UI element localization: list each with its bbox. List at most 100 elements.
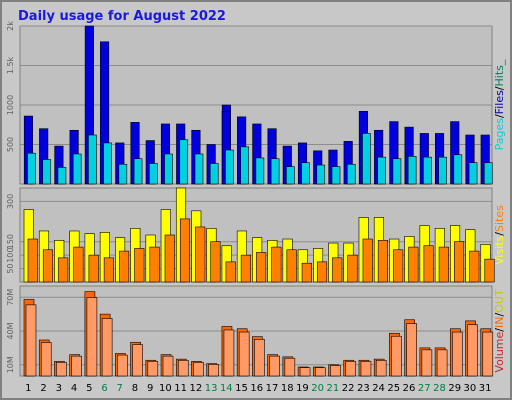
volume-legend-part: / [493, 328, 506, 332]
visits-legend-part: / [493, 232, 506, 236]
pages-bar-day-15 [240, 146, 249, 185]
pages-bar-day-2 [42, 159, 52, 185]
sites-bar-day-16 [256, 252, 267, 283]
day-label-3: 3 [56, 383, 62, 394]
sites-bar-day-2 [42, 249, 54, 283]
sites-bar-day-18 [286, 249, 297, 283]
sites-bar-day-4 [73, 246, 84, 283]
chart-title: Daily usage for August 2022 [18, 9, 226, 24]
hits-tick-label: 2k [6, 21, 15, 31]
pages-bar-day-17 [270, 158, 280, 185]
pages-bar-day-22 [346, 163, 356, 185]
pages-bar-day-12 [194, 153, 204, 185]
volume-bar-day-13 [208, 364, 220, 377]
day-label-22: 22 [342, 383, 355, 394]
sites-bar-day-3 [58, 257, 69, 283]
volume-legend-part: IN [493, 317, 506, 328]
volume-legend-label: Volume/IN/OUT [493, 289, 506, 373]
sites-bar-day-29 [454, 241, 465, 283]
day-label-12: 12 [189, 383, 202, 394]
pages-bar-day-26 [407, 156, 417, 185]
sites-bar-day-10 [164, 234, 175, 283]
pages-bar-day-11 [179, 139, 189, 185]
pages-bar-day-21 [331, 166, 341, 185]
pages-bar-day-16 [255, 157, 265, 185]
pages-bar-day-20 [316, 164, 326, 185]
volume-bar-day-3 [56, 362, 67, 377]
volume-bar-day-20 [314, 367, 326, 377]
sites-bar-day-31 [484, 258, 495, 283]
day-label-28: 28 [433, 383, 446, 394]
hits-legend-part: / [493, 114, 506, 118]
day-label-19: 19 [296, 383, 309, 394]
volume-bar-day-14 [223, 329, 235, 377]
day-label-23: 23 [357, 383, 370, 394]
day-label-31: 31 [479, 383, 492, 394]
pages-bar-day-13 [209, 163, 219, 185]
hits-legend-part: / [493, 86, 506, 90]
day-label-9: 9 [147, 383, 153, 394]
volume-panel: 10M 40M 70M [6, 285, 494, 377]
hits-legend-part: Hits_ [493, 59, 506, 86]
sites-bar-day-9 [149, 246, 160, 283]
volume-bar-day-5 [86, 297, 98, 377]
volume-bar-day-8 [132, 344, 143, 377]
volume-legend-part: OUT [493, 289, 506, 313]
pages-bar-day-7 [118, 163, 128, 185]
hits-tick-label: 1.5k [6, 56, 15, 74]
pages-bar-day-9 [149, 163, 158, 185]
visits-tick-label: 100 [6, 247, 15, 262]
day-label-2: 2 [40, 383, 46, 394]
pages-bar-day-10 [164, 153, 173, 185]
volume-bar-day-21 [330, 365, 341, 377]
volume-bar-day-16 [254, 339, 265, 377]
visits-tick-label: 150 [6, 234, 15, 249]
volume-bar-day-27 [421, 349, 433, 377]
day-label-4: 4 [71, 383, 77, 394]
volume-bar-day-25 [391, 335, 402, 377]
day-label-10: 10 [159, 383, 172, 394]
visits-tick-label: 50 [6, 263, 15, 273]
day-label-30: 30 [464, 383, 477, 394]
volume-bar-day-15 [238, 331, 250, 377]
sites-bar-day-26 [408, 246, 419, 283]
pages-bar-day-19 [301, 162, 310, 185]
volume-tick-label: 10M [6, 356, 15, 373]
day-label-24: 24 [372, 383, 385, 394]
sites-bar-day-14 [225, 261, 236, 283]
volume-bar-day-23 [360, 361, 372, 377]
sites-bar-day-22 [347, 254, 358, 283]
volume-bar-day-24 [375, 360, 387, 377]
volume-bar-day-9 [147, 361, 159, 377]
volume-bar-day-30 [467, 324, 478, 377]
day-label-26: 26 [403, 383, 416, 394]
sites-bar-day-19 [301, 262, 312, 283]
sites-bar-day-28 [438, 246, 449, 283]
sites-bar-day-13 [210, 241, 221, 283]
volume-bar-day-10 [162, 355, 174, 377]
day-label-13: 13 [205, 383, 218, 394]
visits-tick-label: 300 [6, 194, 15, 209]
sites-bar-day-15 [240, 254, 251, 283]
visits-legend-part: Sites [493, 205, 506, 232]
volume-bar-day-18 [284, 357, 296, 377]
volume-bar-day-29 [452, 331, 463, 377]
volume-bar-day-17 [269, 355, 280, 377]
pages-bar-day-14 [225, 149, 234, 185]
volume-bar-day-6 [101, 318, 113, 377]
sites-bar-day-17 [271, 246, 282, 283]
sites-bar-day-27 [423, 245, 434, 283]
pages-bar-day-8 [133, 158, 143, 185]
volume-bar-day-12 [193, 362, 204, 377]
hits-tick-label: 500 [6, 137, 15, 152]
pages-bar-day-4 [72, 153, 82, 185]
sites-bar-day-20 [316, 261, 328, 283]
sites-bar-day-23 [362, 238, 373, 283]
sites-bar-day-6 [103, 257, 114, 283]
day-label-27: 27 [418, 383, 431, 394]
day-label-29: 29 [448, 383, 461, 394]
sites-bar-day-12 [195, 226, 206, 283]
volume-bar-day-4 [71, 355, 82, 377]
volume-bar-day-19 [299, 367, 311, 377]
